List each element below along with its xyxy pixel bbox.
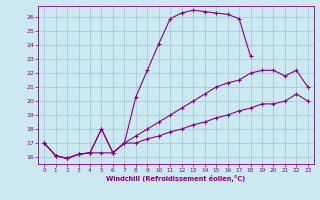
X-axis label: Windchill (Refroidissement éolien,°C): Windchill (Refroidissement éolien,°C) (106, 175, 246, 182)
